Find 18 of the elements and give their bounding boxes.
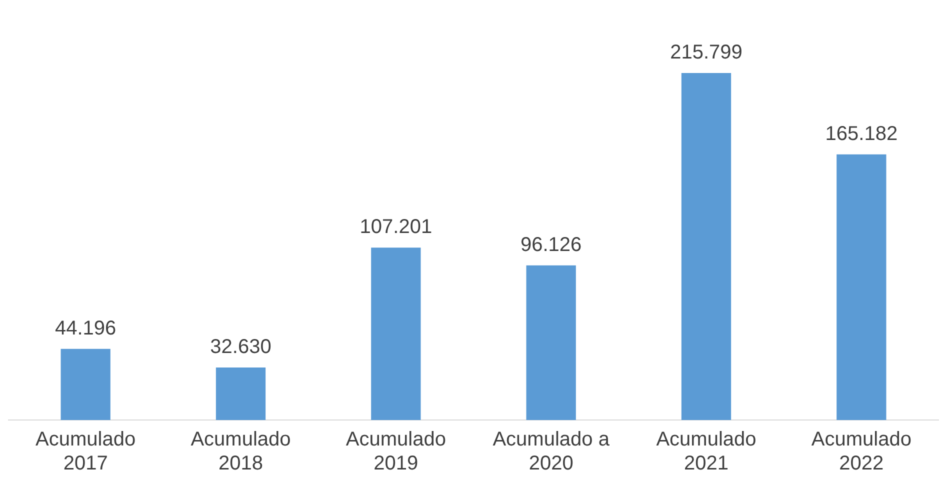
bar (836, 154, 886, 420)
bar (371, 248, 421, 420)
bar (60, 348, 110, 420)
x-tick-label: Acumulado 2022 (811, 428, 912, 475)
data-label: 107.201 (360, 216, 432, 238)
data-label: 165.182 (825, 122, 898, 145)
data-label: 215.799 (670, 42, 742, 64)
bar (681, 72, 732, 420)
bar (216, 368, 266, 420)
data-label: 44.196 (54, 317, 116, 340)
x-tick-label: Acumulado a 2020 (492, 428, 610, 475)
x-tick-label: Acumulado 2021 (656, 428, 756, 475)
data-label: 96.126 (520, 234, 582, 256)
x-tick-label: Acumulado 2018 (190, 428, 291, 475)
data-label: 32.630 (210, 336, 272, 358)
x-tick-label: Acumulado 2017 (36, 428, 136, 475)
x-tick-label: Acumulado 2019 (346, 428, 446, 475)
bar (526, 265, 576, 420)
